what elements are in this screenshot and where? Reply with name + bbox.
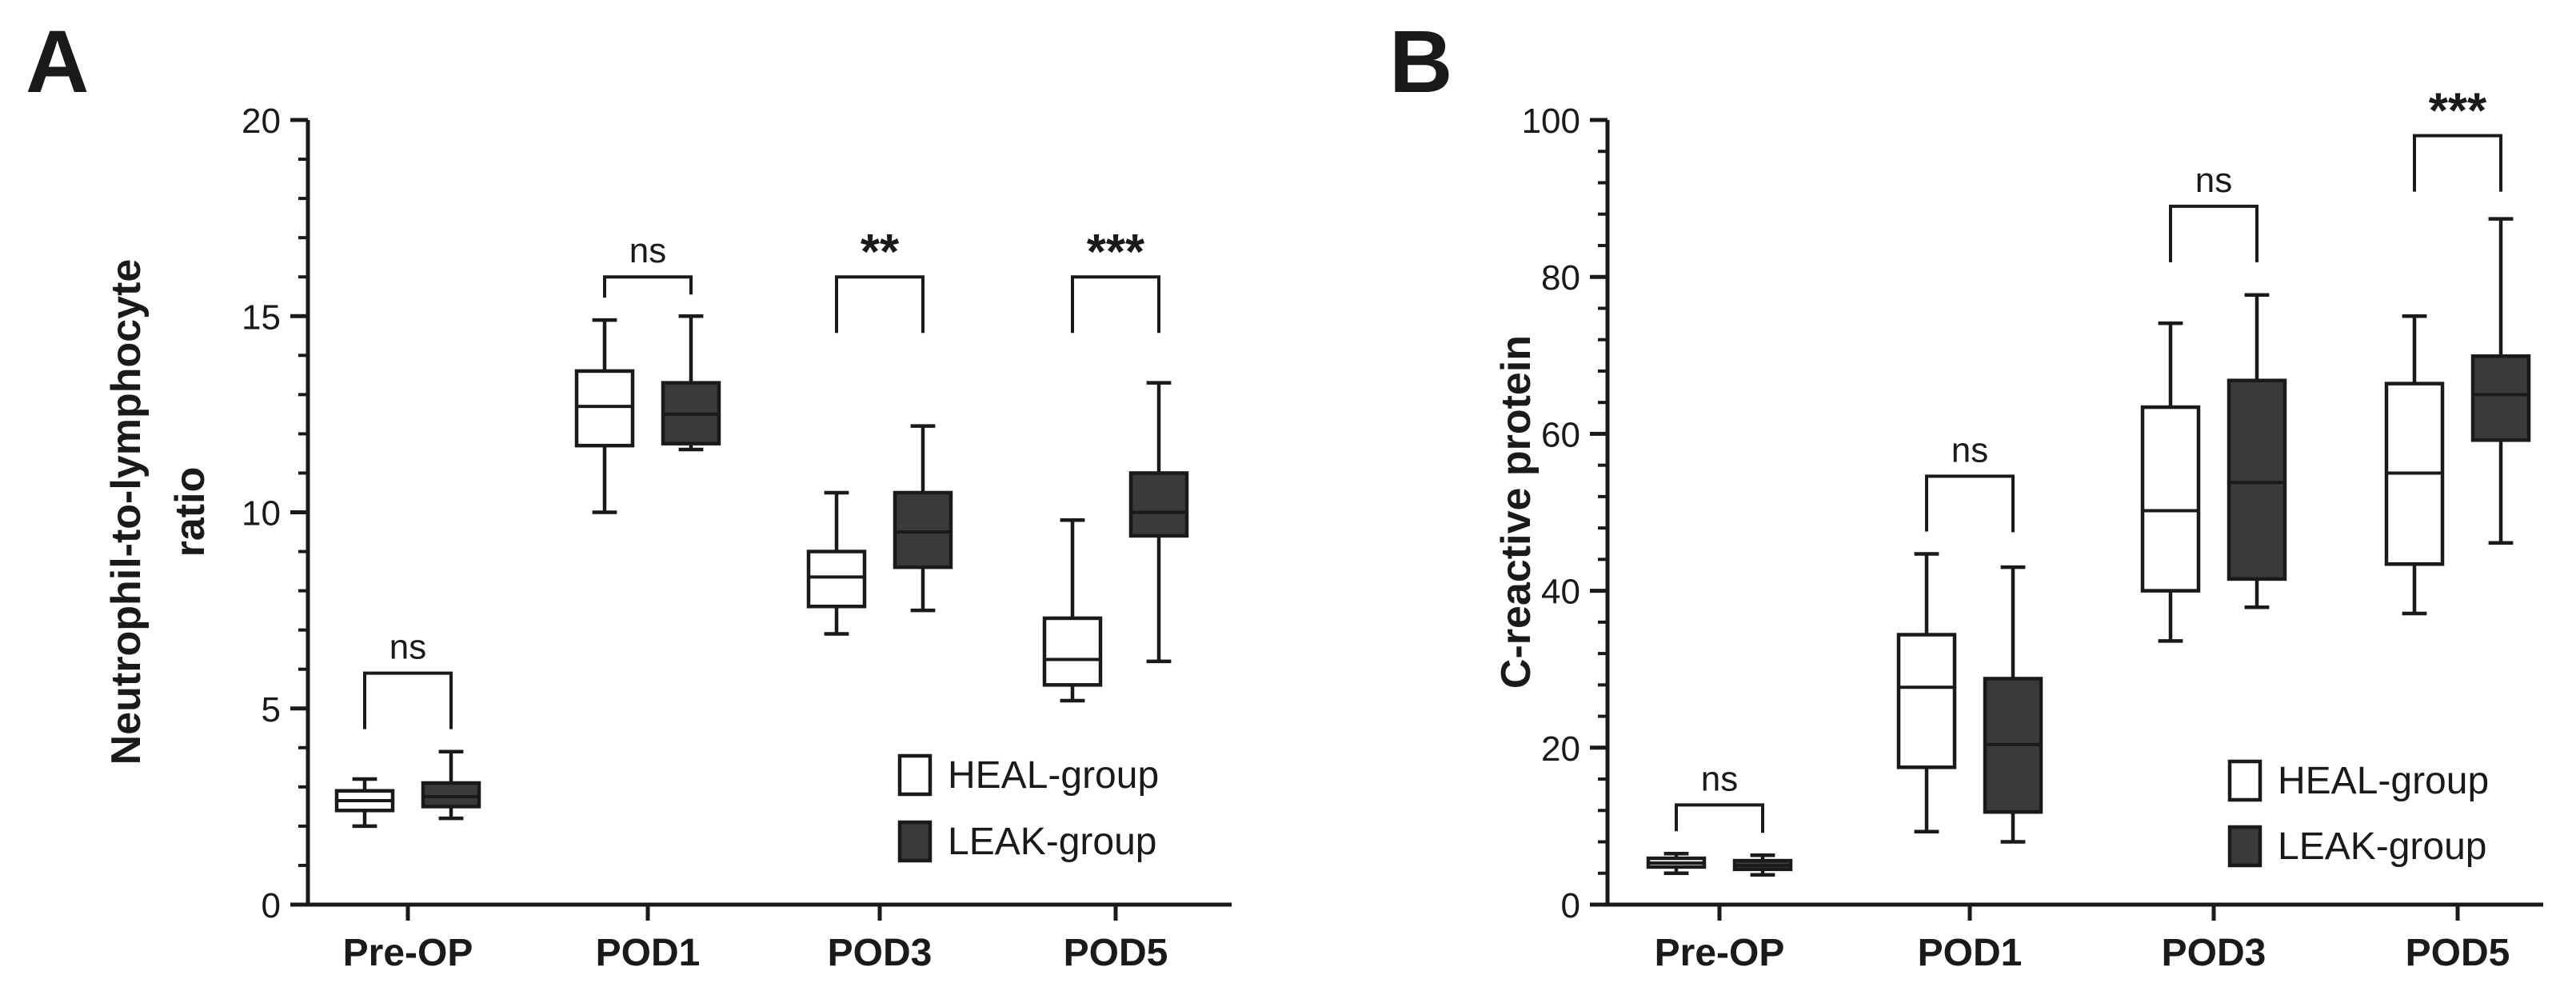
- significance-label: ns: [1701, 759, 1738, 798]
- x-category-label: POD1: [596, 932, 701, 974]
- significance-label: ns: [629, 231, 666, 270]
- significance-label: ns: [389, 628, 426, 667]
- y-tick-label: 10: [242, 494, 281, 533]
- leak-box: [421, 781, 481, 809]
- heal-box: [806, 549, 867, 609]
- legend-swatch-leak: [2227, 825, 2262, 868]
- heal-box: [1042, 616, 1103, 687]
- heal-box: [574, 369, 635, 448]
- y-tick-label: 100: [1522, 102, 1580, 141]
- y-axis-label-line2: ratio: [167, 467, 214, 557]
- significance-bracket: [2413, 134, 2502, 192]
- significance-bracket: [1071, 275, 1160, 334]
- significance-label: ***: [2429, 84, 2487, 139]
- legend-swatch-leak: [897, 820, 933, 863]
- panel-letter: A: [26, 13, 89, 111]
- y-tick-label: 15: [242, 298, 281, 337]
- significance-label: ns: [2195, 161, 2232, 200]
- legend-label-leak: LEAK-group: [2278, 825, 2487, 868]
- y-tick-label: 80: [1541, 258, 1580, 298]
- legend-label-leak: LEAK-group: [948, 821, 1157, 863]
- legend-swatch-heal: [897, 753, 933, 797]
- x-category-label: POD5: [1064, 932, 1168, 974]
- panel-letter: B: [1389, 13, 1452, 111]
- x-category-label: Pre-OP: [1655, 932, 1785, 974]
- panel-a-chart: A 0 5 10 15 20 Pre-OP POD1 POD3 POD5 Neutrophil-to…: [26, 13, 1232, 974]
- x-category-label: POD5: [2406, 932, 2510, 974]
- y-tick-label: 0: [262, 886, 281, 925]
- leak-box: [2470, 354, 2531, 442]
- leak-box: [2227, 378, 2287, 581]
- significance-bracket: [835, 275, 925, 334]
- significance-bracket: [1925, 474, 2015, 533]
- y-tick-label: 20: [1541, 729, 1580, 769]
- significance-bracket: [363, 671, 453, 729]
- legend-label-heal: HEAL-group: [948, 754, 1159, 797]
- significance-bracket: [603, 275, 693, 298]
- significance-label: ***: [1087, 225, 1145, 280]
- panel-b-chart: B 0 20 40 60 80 100 Pre-OP POD1 POD3 POD5 C-reactiv…: [1389, 13, 2543, 974]
- y-tick-label: 60: [1541, 415, 1580, 454]
- y-tick-label: 0: [1561, 886, 1580, 925]
- x-category-label: Pre-OP: [343, 932, 473, 974]
- x-category-label: POD3: [2162, 932, 2266, 974]
- y-axis-label-line1: Neutrophil-to-lymphocyte: [103, 259, 150, 765]
- significance-label: **: [861, 225, 900, 280]
- y-tick-label: 5: [262, 690, 281, 729]
- significance-label: ns: [1951, 430, 1988, 470]
- heal-box: [2140, 405, 2201, 593]
- leak-box: [1128, 471, 1189, 538]
- heal-box: [1896, 633, 1957, 769]
- significance-bracket: [1675, 803, 1764, 833]
- x-category-label: POD1: [1918, 932, 2023, 974]
- y-axis-label: C-reactive protein: [1493, 335, 1540, 689]
- significance-bracket: [2169, 204, 2258, 262]
- leak-box: [893, 490, 953, 569]
- legend-swatch-heal: [2227, 759, 2262, 802]
- y-tick-label: 40: [1541, 573, 1580, 612]
- x-category-label: POD3: [828, 932, 933, 974]
- legend-label-heal: HEAL-group: [2278, 760, 2489, 802]
- y-tick-label: 20: [242, 102, 281, 141]
